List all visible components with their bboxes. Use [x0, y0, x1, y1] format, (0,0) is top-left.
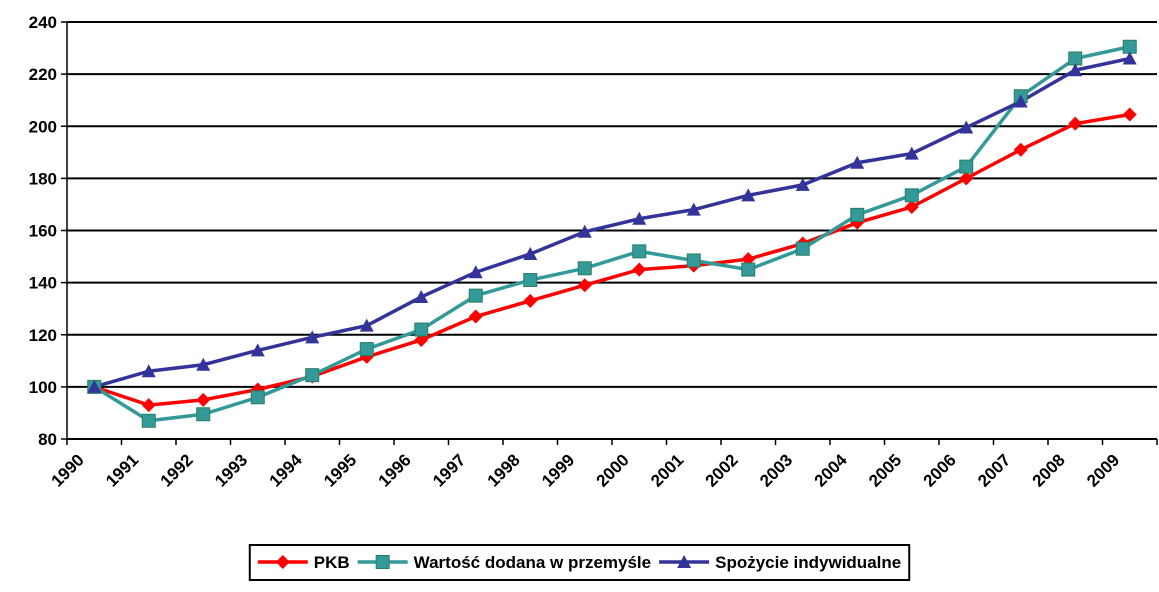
data-point [141, 398, 156, 413]
x-tick-label: 2004 [811, 450, 852, 491]
legend-box [248, 544, 911, 581]
data-point [196, 407, 211, 422]
legend-label: Wartość dodana w przemyśle [414, 553, 651, 572]
data-point [1122, 39, 1137, 54]
data-point [468, 288, 483, 303]
data-point [468, 265, 483, 279]
data-point [795, 177, 810, 191]
data-point [1068, 51, 1083, 66]
data-point [141, 413, 156, 428]
data-point [1068, 63, 1083, 77]
data-point [250, 390, 265, 405]
x-tick-label: 2002 [702, 450, 742, 490]
series-line [93, 56, 1131, 389]
series-line [93, 45, 1131, 423]
x-tick-label: 1991 [102, 450, 142, 490]
x-tick-label: 2008 [1029, 450, 1069, 490]
data-point [468, 309, 483, 324]
data-point [577, 224, 592, 238]
data-point [1068, 116, 1083, 131]
data-point [87, 379, 102, 393]
y-tick-label: 120 [29, 326, 57, 345]
data-point [196, 357, 211, 371]
data-point [1122, 51, 1137, 65]
data-point [196, 392, 211, 407]
x-tick-label: 2005 [865, 450, 905, 490]
x-tick-label: 2007 [974, 450, 1014, 490]
x-tick-label: 1990 [48, 450, 88, 490]
legend-label: PKB [314, 553, 350, 572]
y-tick-label: 200 [29, 117, 57, 136]
legend-label: Spożycie indywidualne [715, 553, 901, 572]
y-tick-label: 100 [29, 378, 57, 397]
x-tick-label: 2000 [593, 450, 633, 490]
legend-marker [677, 555, 692, 568]
x-tick-label: 2006 [920, 450, 960, 490]
y-tick-label: 180 [29, 169, 57, 188]
data-point [359, 342, 374, 357]
data-point [250, 343, 265, 357]
data-point [141, 364, 156, 378]
data-point [850, 155, 865, 169]
legend-marker [275, 555, 290, 569]
data-point [741, 262, 756, 277]
x-tick-label: 1993 [211, 450, 251, 490]
x-tick-label: 1992 [157, 450, 197, 490]
data-point [305, 330, 320, 344]
x-tick-label: 2003 [756, 450, 796, 490]
data-point [959, 159, 974, 174]
data-point [904, 200, 919, 215]
data-point [414, 322, 429, 337]
series-line [93, 112, 1131, 407]
data-point [1013, 94, 1028, 108]
data-point [741, 188, 756, 202]
data-point [414, 289, 429, 303]
x-tick-label: 1998 [484, 450, 524, 490]
y-tick-label: 220 [29, 65, 57, 84]
x-tick-label: 1999 [538, 450, 578, 490]
legend: PKB Wartość dodana w przemyśle Spożycie in… [248, 544, 911, 581]
data-point [850, 207, 865, 222]
data-point [632, 211, 647, 225]
data-point [523, 293, 538, 308]
data-point [523, 273, 538, 288]
data-point [577, 278, 592, 293]
x-tick-label: 1997 [429, 450, 469, 490]
data-point [359, 318, 374, 332]
y-tick-label: 80 [38, 430, 57, 449]
data-point [686, 202, 701, 216]
data-point [959, 171, 974, 186]
data-point [305, 368, 320, 383]
y-tick-label: 140 [29, 274, 57, 293]
data-point [523, 246, 538, 260]
data-point [686, 253, 701, 268]
data-point [1013, 142, 1028, 157]
x-tick-label: 2001 [647, 450, 687, 490]
data-point [632, 262, 647, 277]
data-point [795, 241, 810, 256]
data-point [632, 244, 647, 259]
data-point [959, 120, 974, 134]
y-tick-label: 240 [29, 13, 57, 32]
data-point [904, 146, 919, 160]
y-tick-label: 160 [29, 222, 57, 241]
x-tick-label: 1996 [375, 450, 415, 490]
x-tick-label: 1995 [320, 450, 360, 490]
legend-marker [375, 555, 390, 569]
x-tick-label: 2009 [1083, 450, 1123, 490]
data-point [1122, 107, 1137, 122]
data-point [577, 261, 592, 276]
data-point [904, 188, 919, 203]
x-tick-label: 1994 [266, 450, 307, 491]
